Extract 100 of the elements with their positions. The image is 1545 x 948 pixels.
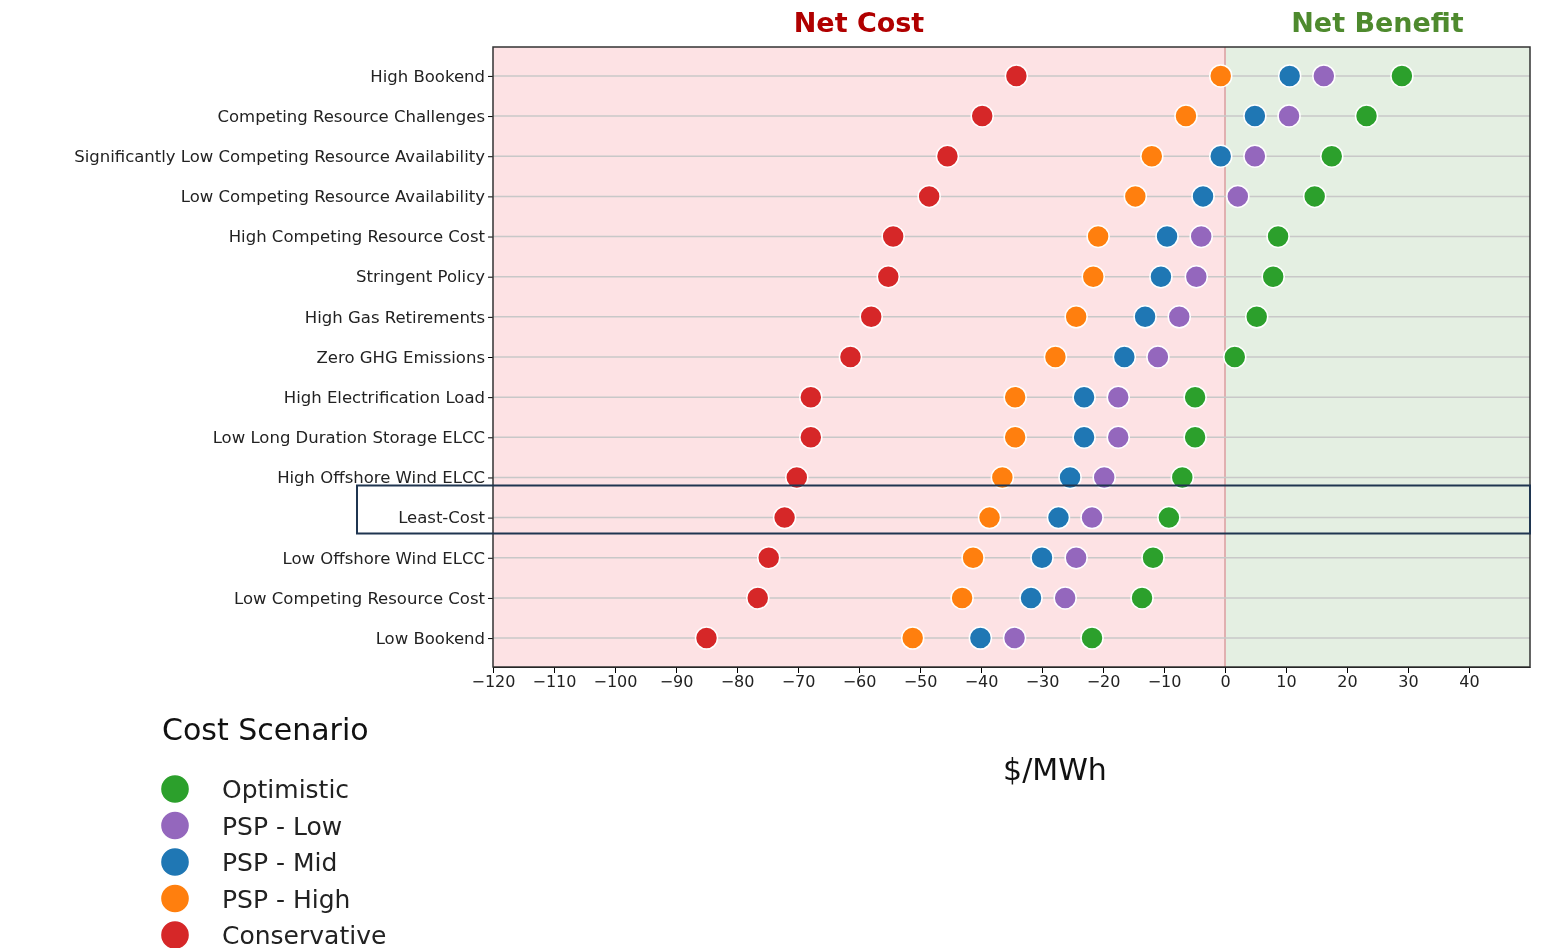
point (1112, 345, 1137, 369)
x-tick-label: 30 (1398, 672, 1419, 692)
y-tick-label: High Bookend (370, 66, 485, 86)
point (745, 586, 770, 610)
point (1243, 144, 1267, 168)
point (961, 546, 985, 570)
point (1191, 184, 1215, 209)
point (772, 505, 797, 530)
point (1080, 626, 1104, 650)
x-axis-title: $/MWh (1003, 752, 1107, 787)
point (1189, 224, 1213, 249)
x-tick-label: 20 (1337, 672, 1358, 692)
point (1046, 505, 1071, 530)
point (799, 425, 823, 450)
y-tick-label: Least-Cost (398, 508, 486, 528)
x-tick-label: −120 (471, 672, 516, 692)
point (1003, 385, 1027, 409)
point (876, 264, 901, 289)
point (1170, 465, 1195, 490)
x-tick-label: −60 (842, 672, 877, 692)
point (1390, 64, 1414, 88)
point (1226, 184, 1250, 209)
x-tick-label: −110 (532, 672, 577, 692)
y-tick-label: Zero GHG Emissions (316, 347, 485, 367)
x-tick-label: −30 (1025, 672, 1060, 692)
point (1155, 224, 1179, 249)
point (1030, 546, 1054, 570)
point (1277, 104, 1301, 128)
point (1261, 264, 1285, 289)
point (1106, 385, 1130, 409)
y-tick-label: Competing Resource Challenges (217, 106, 485, 126)
point (1320, 144, 1344, 168)
band-label: Net Cost (793, 7, 925, 38)
y-tick-label: High Gas Retirements (304, 307, 485, 327)
point (1004, 64, 1029, 88)
y-tick-label: Low Competing Resource Cost (234, 588, 486, 608)
point (1058, 465, 1082, 490)
point (1064, 305, 1088, 329)
point (1266, 224, 1290, 249)
point (900, 626, 925, 650)
point (1184, 264, 1209, 289)
point (1133, 305, 1157, 329)
y-tick-label: High Electrification Load (283, 387, 485, 407)
x-tick-label: 0 (1220, 672, 1231, 692)
y-tick-label: Low Bookend (375, 628, 485, 648)
point (1123, 184, 1148, 209)
point (1149, 264, 1173, 289)
y-tick-label: High Competing Resource Cost (228, 227, 486, 247)
x-tick-label: −90 (659, 672, 694, 692)
point (917, 184, 941, 209)
point (1167, 305, 1191, 329)
x-tick-label: −80 (720, 672, 755, 692)
point (1002, 626, 1027, 650)
point (1302, 184, 1327, 209)
point (950, 586, 974, 610)
x-tick-label: −70 (781, 672, 816, 692)
x-tick-label: 10 (1276, 672, 1297, 692)
point (1003, 425, 1027, 450)
point (1157, 505, 1181, 530)
point (977, 505, 1002, 530)
point (1174, 104, 1198, 128)
point (1244, 305, 1269, 329)
legend-label: Conservative (222, 921, 387, 948)
x-tick-label: −50 (903, 672, 938, 692)
point (694, 626, 719, 650)
point (990, 465, 1015, 490)
legend-title: Cost Scenario (162, 712, 369, 747)
y-tick-label: Stringent Policy (355, 267, 486, 287)
point (1086, 224, 1110, 249)
point (1243, 104, 1267, 128)
point (1081, 264, 1105, 289)
point (1130, 586, 1154, 610)
point (1106, 425, 1130, 450)
y-tick-label: Low Long Duration Storage ELCC (212, 428, 485, 448)
point (1208, 64, 1233, 88)
point (1064, 546, 1088, 570)
legend-label: PSP - Mid (222, 848, 338, 877)
point (1043, 345, 1068, 369)
point (935, 144, 960, 168)
y-tick-label: Significantly Low Competing Resource Availability (74, 147, 486, 166)
point (859, 305, 883, 329)
point (1312, 64, 1336, 88)
band-label: Net Benefit (1291, 7, 1464, 38)
x-tick-label: −40 (964, 672, 999, 692)
point (1140, 144, 1164, 168)
point (968, 626, 993, 650)
x-tick-label: −20 (1086, 672, 1121, 692)
point (1277, 64, 1302, 88)
x-tick-label: −100 (593, 672, 638, 692)
x-tick-label: 40 (1459, 672, 1480, 692)
point (1146, 345, 1170, 369)
point (799, 385, 823, 409)
point (1354, 104, 1379, 128)
point (1092, 465, 1116, 490)
legend-label: PSP - High (222, 884, 351, 914)
point (1019, 586, 1043, 610)
x-tick-label: −10 (1147, 672, 1182, 692)
point (756, 546, 781, 570)
legend-label: PSP - Low (222, 811, 343, 841)
point (838, 345, 863, 369)
